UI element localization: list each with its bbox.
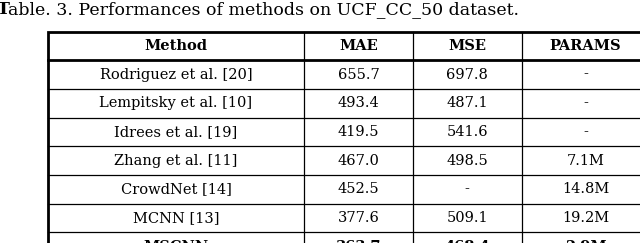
Text: 419.5: 419.5 [338,125,379,139]
Text: MSCNN: MSCNN [143,240,209,243]
Text: -: - [583,96,588,110]
Text: MSE: MSE [448,39,486,53]
Text: -: - [583,125,588,139]
Text: 487.1: 487.1 [446,96,488,110]
Text: able. 3. Performances of methods on UCF_CC_50 dataset.: able. 3. Performances of methods on UCF_… [8,1,518,18]
Text: 363.7: 363.7 [335,240,381,243]
Text: Lempitsky et al. [10]: Lempitsky et al. [10] [99,96,253,110]
Text: 2.9M: 2.9M [564,240,607,243]
Text: 493.4: 493.4 [337,96,380,110]
Text: Idrees et al. [19]: Idrees et al. [19] [115,125,237,139]
Text: Rodriguez et al. [20]: Rodriguez et al. [20] [100,68,252,82]
Text: 697.8: 697.8 [446,68,488,82]
Text: MCNN [13]: MCNN [13] [132,211,220,225]
Text: MAE: MAE [339,39,378,53]
Text: 509.1: 509.1 [446,211,488,225]
Text: 468.4: 468.4 [444,240,490,243]
Text: 19.2M: 19.2M [562,211,609,225]
Text: PARAMS: PARAMS [550,39,621,53]
Text: -: - [465,182,470,196]
Text: 655.7: 655.7 [337,68,380,82]
Text: 452.5: 452.5 [337,182,380,196]
Text: 377.6: 377.6 [337,211,380,225]
Text: -: - [583,68,588,82]
Text: CrowdNet [14]: CrowdNet [14] [120,182,232,196]
Text: 7.1M: 7.1M [566,154,605,168]
Text: 541.6: 541.6 [446,125,488,139]
Text: Zhang et al. [11]: Zhang et al. [11] [115,154,237,168]
Text: 467.0: 467.0 [337,154,380,168]
Text: Method: Method [145,39,207,53]
Text: 14.8M: 14.8M [562,182,609,196]
Text: 498.5: 498.5 [446,154,488,168]
Text: T: T [0,1,10,18]
